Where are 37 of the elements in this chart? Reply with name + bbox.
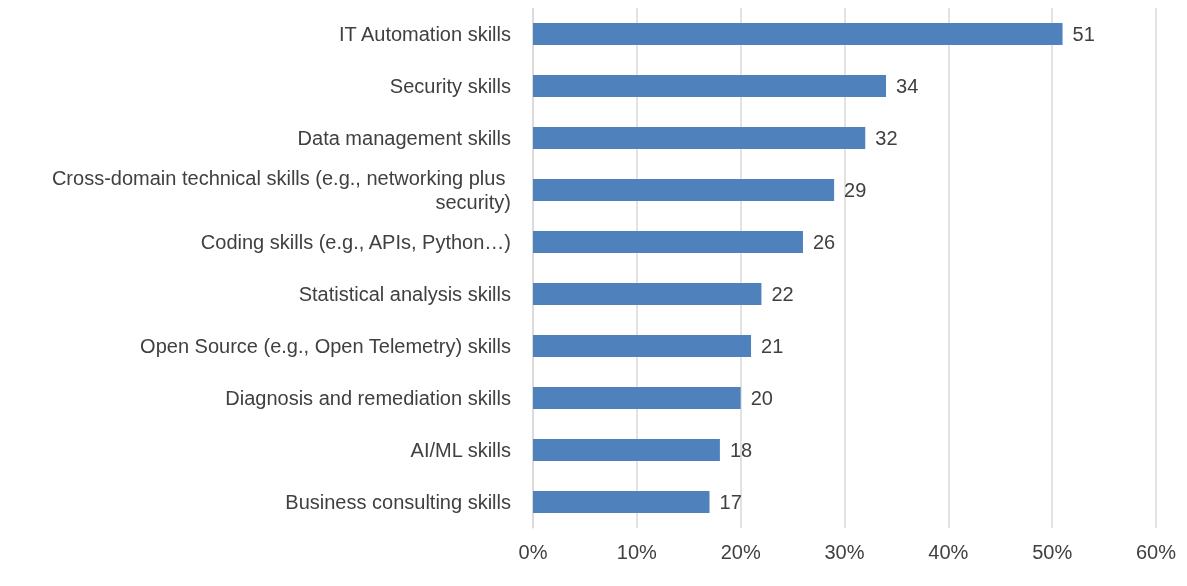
x-tick-label: 50% (1032, 541, 1073, 563)
data-label: 21 (761, 335, 784, 357)
y-tick-label: Data management skills (297, 127, 511, 149)
data-label: 20 (750, 387, 773, 409)
y-tick-label: Cross-domain technical skills (e.g., networking plus security) (51, 167, 511, 213)
bar (533, 23, 1063, 45)
x-tick-label: 40% (928, 541, 969, 563)
bar (533, 387, 741, 409)
data-label: 17 (719, 491, 742, 513)
data-label: 34 (896, 75, 919, 97)
x-tick-label: 20% (720, 541, 761, 563)
bar (533, 75, 887, 97)
x-tick-label: 30% (824, 541, 865, 563)
data-label: 51 (1072, 23, 1095, 45)
x-tick-label: 60% (1135, 541, 1177, 563)
data-label: 22 (771, 283, 794, 305)
bar (533, 283, 762, 305)
x-tick-label: 0% (518, 541, 548, 563)
data-label: 18 (729, 439, 753, 461)
y-tick-label: Diagnosis and remediation skills (225, 387, 511, 409)
data-label: 29 (844, 179, 867, 201)
bar (533, 439, 720, 461)
y-tick-label: Open Source (e.g., Open Telemetry) skills (140, 335, 511, 357)
bar (533, 491, 710, 513)
y-tick-label: Security skills (389, 75, 511, 97)
bar (533, 231, 803, 253)
y-tick-label: Coding skills (e.g., APIs, Python…) (200, 231, 511, 253)
bar (533, 179, 835, 201)
data-label: 32 (875, 127, 898, 149)
x-tick-label: 10% (616, 541, 658, 563)
y-tick-label: Business consulting skills (285, 491, 511, 513)
y-tick-label: IT Automation skills (339, 23, 511, 45)
y-tick-label: AI/ML skills (410, 439, 511, 461)
data-label: 26 (812, 231, 836, 253)
bar (533, 127, 866, 149)
bar (533, 335, 752, 357)
y-tick-label: Statistical analysis skills (298, 283, 511, 305)
